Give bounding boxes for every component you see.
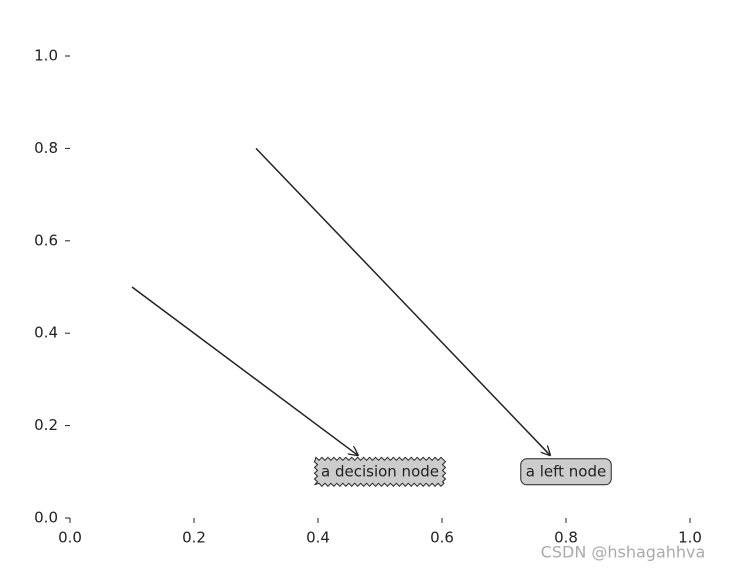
y-tick-label: 1.0: [34, 47, 58, 65]
y-tick-label: 0.8: [34, 139, 58, 157]
x-tick-label: 0.2: [182, 529, 206, 547]
y-tick-label: 0.4: [34, 324, 58, 342]
x-tick-label: 0.6: [430, 529, 454, 547]
x-tick-label: 0.0: [58, 529, 82, 547]
leaf-node-box: [520, 458, 612, 486]
watermark: CSDN @hshagahhva: [541, 543, 706, 562]
y-tick-label: 0.2: [34, 416, 58, 434]
y-tick-label: 0.6: [34, 231, 58, 249]
arrow: [255, 147, 551, 455]
x-tick-label: 0.4: [306, 529, 330, 547]
x-tick-label: 1.0: [678, 529, 702, 547]
decision-node-box: [313, 456, 447, 488]
node-label: a decision node: [321, 462, 439, 480]
x-tick-label: 0.8: [554, 529, 578, 547]
node-label: a left node: [526, 462, 606, 480]
y-tick-label: 0.0: [34, 509, 58, 527]
arrow: [131, 286, 359, 456]
